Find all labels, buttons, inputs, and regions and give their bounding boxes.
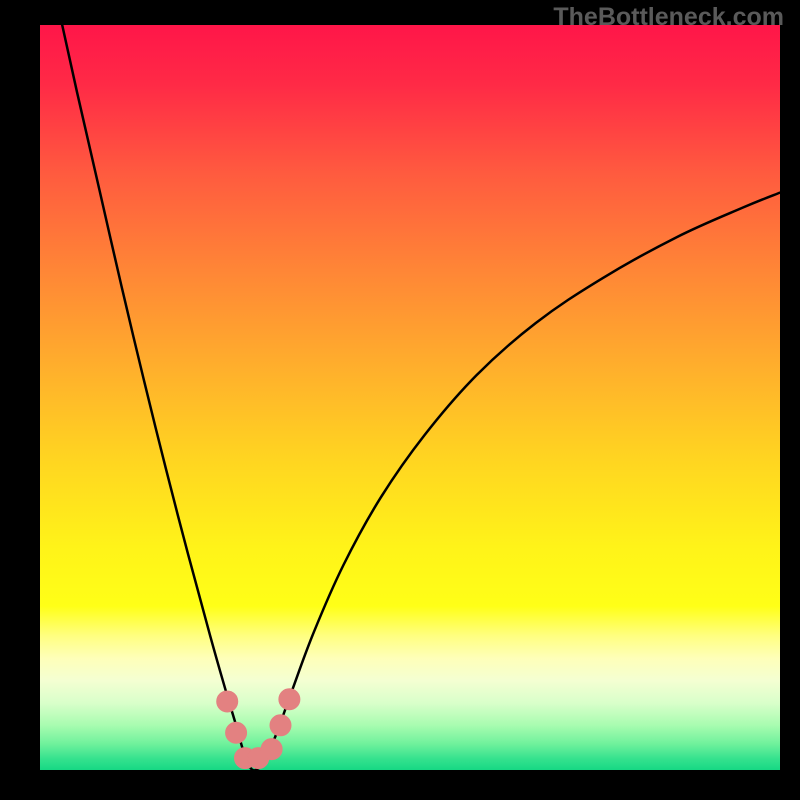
watermark-text: TheBottleneck.com bbox=[553, 3, 784, 32]
chart-container: TheBottleneck.com bbox=[0, 0, 800, 800]
data-markers bbox=[217, 689, 300, 769]
data-marker bbox=[261, 739, 282, 760]
data-marker bbox=[217, 691, 238, 712]
data-marker bbox=[279, 689, 300, 710]
curve-layer bbox=[40, 25, 780, 770]
plot-area bbox=[40, 25, 780, 770]
bottleneck-curve bbox=[62, 25, 780, 770]
data-marker bbox=[226, 722, 247, 743]
data-marker bbox=[270, 715, 291, 736]
